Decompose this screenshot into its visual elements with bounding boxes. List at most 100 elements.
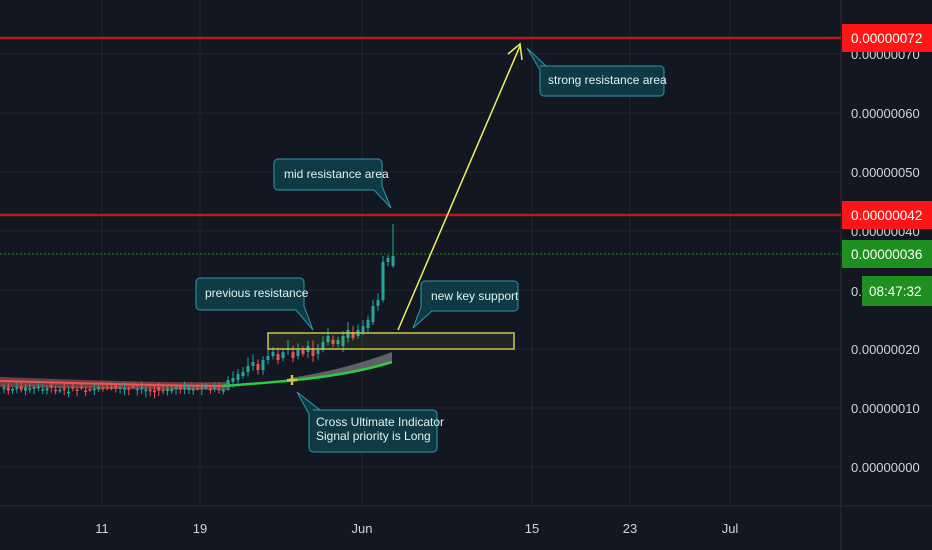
time-tick-label: 15 <box>525 521 539 536</box>
candle-body[interactable] <box>217 388 221 391</box>
candle-body[interactable] <box>6 387 10 391</box>
candle-body[interactable] <box>79 386 83 389</box>
candle-body[interactable] <box>144 389 148 392</box>
candle-body[interactable] <box>316 350 320 354</box>
candle-body[interactable] <box>28 388 32 390</box>
candle-body[interactable] <box>276 354 280 360</box>
candle-body[interactable] <box>127 388 131 390</box>
candle-body[interactable] <box>251 362 255 366</box>
callout-new-key-support[interactable]: new key support <box>412 280 519 329</box>
candle-body[interactable] <box>331 340 335 344</box>
candle-body[interactable] <box>391 256 395 266</box>
candle-body[interactable] <box>67 391 70 394</box>
candle-body[interactable] <box>140 387 144 390</box>
callout-mid-resistance[interactable]: mid resistance area <box>273 158 392 209</box>
candle-body[interactable] <box>165 388 169 392</box>
candle-body[interactable] <box>11 388 15 391</box>
candle-body[interactable] <box>336 340 340 344</box>
candle-body[interactable] <box>178 387 182 389</box>
candle-body[interactable] <box>326 336 330 342</box>
candle-body[interactable] <box>246 366 250 372</box>
svg-text:0.00000072: 0.00000072 <box>851 31 922 46</box>
candle-body[interactable] <box>386 258 390 262</box>
candle-body[interactable] <box>183 387 187 390</box>
candle-body[interactable] <box>281 352 285 358</box>
candle-body[interactable] <box>174 387 178 389</box>
callout-previous-resistance[interactable]: previous resistance <box>195 277 314 331</box>
callout-cross-indicator-line2: Signal priority is Long <box>316 429 431 443</box>
candle-body[interactable] <box>84 390 88 392</box>
candle-body[interactable] <box>92 388 96 391</box>
candle-body[interactable] <box>301 350 305 354</box>
candle-body[interactable] <box>213 387 217 389</box>
candle-body[interactable] <box>371 306 375 322</box>
candle-body[interactable] <box>196 387 199 390</box>
candle-body[interactable] <box>187 387 191 391</box>
candle-body[interactable] <box>204 386 208 389</box>
callout-cross-indicator[interactable]: Cross Ultimate Indicator Signal priority… <box>296 391 444 453</box>
candle-body[interactable] <box>208 388 212 391</box>
candle-body[interactable] <box>376 300 380 306</box>
candle-body[interactable] <box>153 390 156 393</box>
candle-body[interactable] <box>311 348 315 356</box>
candle-body[interactable] <box>97 386 101 390</box>
candle-body[interactable] <box>2 387 6 390</box>
callout-strong-resistance[interactable]: strong resistance area <box>526 47 667 97</box>
support-zone-rectangle[interactable] <box>267 332 515 350</box>
candle-body[interactable] <box>114 385 118 389</box>
candle-body[interactable] <box>88 389 92 391</box>
candle-body[interactable] <box>54 389 58 392</box>
long-signal-cross-icon <box>287 375 297 385</box>
time-axis[interactable]: 11 19 Jun 15 23 Jul <box>95 521 738 536</box>
candle-body[interactable] <box>36 386 40 389</box>
candle-body[interactable] <box>351 332 355 338</box>
candle-body[interactable] <box>361 326 365 332</box>
candle-body[interactable] <box>148 389 152 392</box>
candle-body[interactable] <box>241 372 245 376</box>
candle-body[interactable] <box>266 356 270 360</box>
candle-body[interactable] <box>226 380 230 386</box>
candle-body[interactable] <box>62 388 66 390</box>
candle-body[interactable] <box>231 378 235 382</box>
candle-body[interactable] <box>346 330 350 338</box>
candle-body[interactable] <box>256 364 260 370</box>
candle-body[interactable] <box>19 386 23 390</box>
candle-body[interactable] <box>366 320 370 328</box>
candle-body[interactable] <box>41 389 45 391</box>
candle-body[interactable] <box>71 387 75 389</box>
candle-body[interactable] <box>135 388 139 391</box>
candle-body[interactable] <box>101 387 105 390</box>
candle-body[interactable] <box>157 387 161 391</box>
candlestick-series[interactable] <box>2 224 395 399</box>
candle-body[interactable] <box>341 336 345 346</box>
candle-body[interactable] <box>200 387 204 390</box>
candle-body[interactable] <box>296 350 300 356</box>
candle-body[interactable] <box>161 389 165 392</box>
candle-body[interactable] <box>122 388 126 390</box>
price-axis[interactable]: 0.000000400.000000700.000000000.00000010… <box>851 47 920 475</box>
candle-body[interactable] <box>24 387 27 391</box>
candle-body[interactable] <box>75 389 79 391</box>
candle-body[interactable] <box>271 352 275 356</box>
candle-body[interactable] <box>321 342 325 350</box>
candle-body[interactable] <box>291 352 295 358</box>
candle-body[interactable] <box>261 360 265 370</box>
candle-body[interactable] <box>236 374 240 380</box>
candle-body[interactable] <box>221 389 225 392</box>
candle-body[interactable] <box>15 386 19 389</box>
callout-previous-resistance-text: previous resistance <box>205 286 309 300</box>
candle-body[interactable] <box>49 385 53 388</box>
candle-body[interactable] <box>131 386 135 388</box>
candle-body[interactable] <box>58 389 62 392</box>
time-tick-label: 19 <box>193 521 207 536</box>
candle-body[interactable] <box>191 388 195 391</box>
candle-body[interactable] <box>105 387 109 389</box>
candle-body[interactable] <box>381 262 385 300</box>
candle-body[interactable] <box>118 387 122 389</box>
projection-arrow-line[interactable] <box>397 45 521 331</box>
candle-body[interactable] <box>170 389 174 392</box>
candle-body[interactable] <box>32 387 36 390</box>
candle-body[interactable] <box>110 387 113 389</box>
candle-body[interactable] <box>45 388 49 391</box>
